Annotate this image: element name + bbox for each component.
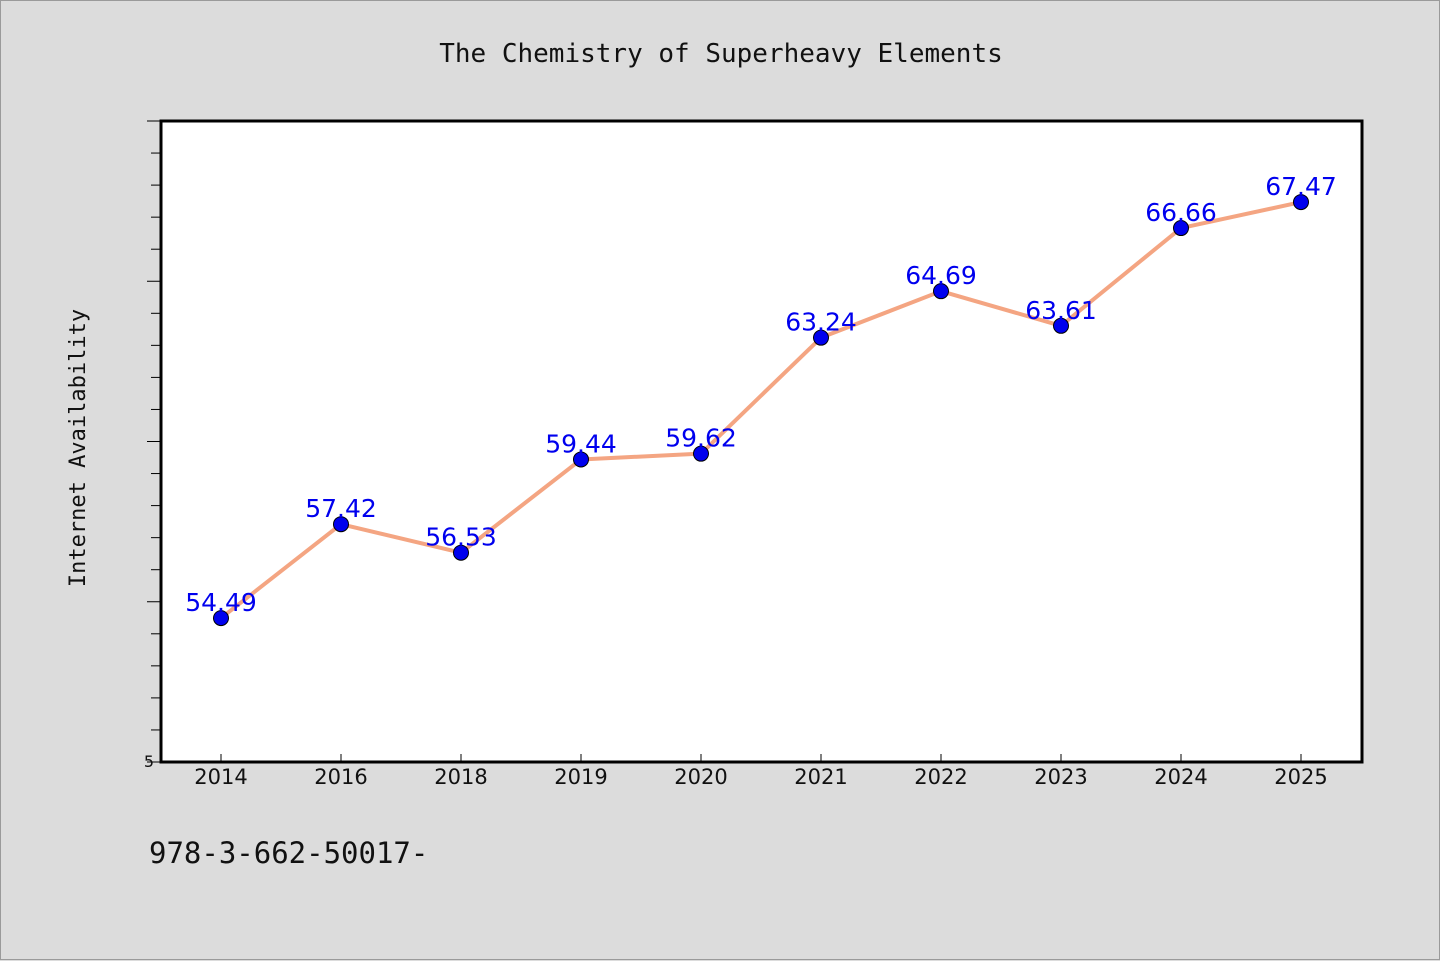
- y-axis-label: Internet Availability: [66, 309, 91, 587]
- y-tick-label: 5: [144, 752, 154, 771]
- data-label: 63.24: [785, 308, 857, 337]
- data-point: [933, 283, 949, 300]
- data-point: [573, 451, 589, 468]
- plot-area: [159, 119, 1364, 764]
- series-line: [219, 200, 1302, 620]
- chart-title: The Chemistry of Superheavy Elements: [439, 39, 1003, 69]
- data-label: 67.47: [1265, 172, 1337, 201]
- x-tick-label: 2019: [554, 765, 607, 789]
- x-tick-label: 2024: [1154, 765, 1207, 789]
- data-label: 57.42: [305, 494, 377, 523]
- x-tick-label: 2014: [194, 765, 247, 789]
- data-label: 59.44: [545, 429, 617, 458]
- x-tick-label: 2018: [434, 765, 487, 789]
- x-tick-label: 2025: [1274, 765, 1327, 789]
- data-point: [813, 329, 829, 346]
- x-axis-ticks: 2014 2016 2018 2019 2020 2021 2022 2023 2024 2025: [194, 754, 1328, 789]
- series-group: 54.49 57.42 56.53 59.44 59.62 63.24 64.69 63.61…: [185, 172, 1337, 627]
- data-point: [213, 610, 229, 627]
- x-tick-label: 2022: [914, 765, 967, 789]
- data-point: [333, 516, 349, 533]
- x-tick-label: 2021: [794, 765, 847, 789]
- y-axis-ticks: 5: [144, 120, 161, 771]
- data-label: 63.61: [1025, 296, 1097, 325]
- data-label: 59.62: [665, 424, 737, 453]
- data-point: [1293, 194, 1309, 211]
- data-point: [693, 445, 709, 462]
- data-point: [453, 544, 469, 561]
- footer-isbn-text: 978-3-662-50017-: [149, 836, 428, 870]
- data-label: 56.53: [425, 523, 497, 552]
- data-label: 54.49: [185, 588, 257, 617]
- x-tick-label: 2016: [314, 765, 367, 789]
- x-tick-label: 2023: [1034, 765, 1087, 789]
- data-label: 64.69: [905, 261, 977, 290]
- data-point: [1173, 220, 1189, 237]
- data-point: [1053, 317, 1069, 334]
- x-tick-label: 2020: [674, 765, 727, 789]
- data-label: 66.66: [1145, 198, 1217, 227]
